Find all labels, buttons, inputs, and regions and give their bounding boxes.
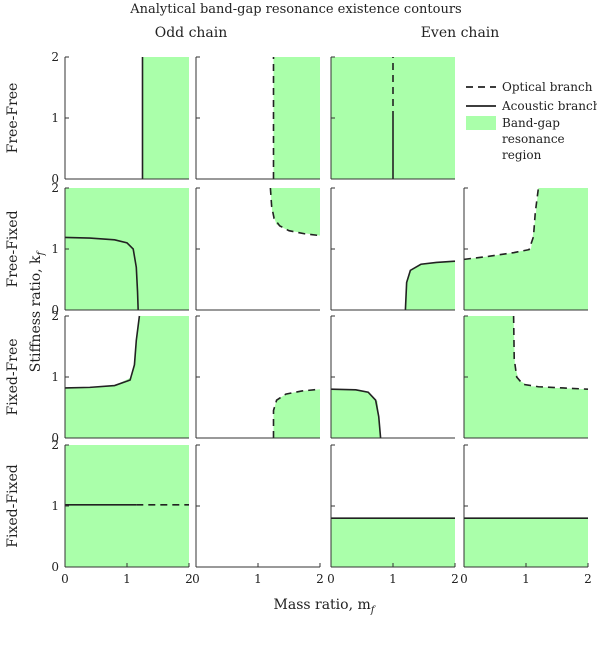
y-tick-label: 2 [51, 309, 59, 323]
acoustic-branch-curve [404, 260, 456, 311]
x-axis-label-subscript: f [370, 605, 377, 616]
optical-branch-curve [512, 315, 589, 390]
panel-r3-c1: 0 1 2 [192, 444, 324, 586]
column-header-even: Even chain [421, 25, 500, 41]
x-tick-label: 1 [254, 572, 262, 586]
band-gap-region [464, 518, 588, 567]
y-axis-label-text: Stiffness ratio, k [28, 255, 44, 372]
band-gap-region [464, 188, 588, 310]
x-tick-label: 1 [389, 572, 397, 586]
panel-r1-c3 [463, 187, 588, 311]
acoustic-branch-curve [330, 388, 382, 439]
panel-r2-c1 [195, 315, 321, 439]
legend-region-label-2: resonance [502, 132, 565, 146]
x-tick-label: 2 [451, 572, 459, 586]
panel-r0-c2 [330, 56, 455, 180]
y-tick-label: 1 [51, 111, 59, 125]
panel-r2-c2 [330, 315, 455, 439]
band-gap-region [464, 316, 588, 438]
x-tick-label: 0 [327, 572, 335, 586]
row-labels: Free-Free Free-Fixed Fixed-Free Fixed-Fixed [5, 83, 21, 548]
panel-r3-c2: 0 1 2 [327, 444, 459, 586]
panel-r2-c0: 0 1 2 [51, 309, 189, 445]
band-gap-region [65, 445, 189, 567]
y-tick-label: 1 [51, 242, 59, 256]
y-tick-label: 0 [51, 431, 59, 445]
band-gap-region [405, 261, 455, 310]
x-tick-label: 2 [584, 572, 592, 586]
x-tick-label: 1 [522, 572, 530, 586]
row-label: Fixed-Free [5, 338, 21, 415]
panel-r2-c3 [463, 315, 589, 439]
x-tick-label: 0 [192, 572, 200, 586]
x-tick-label: 0 [61, 572, 69, 586]
column-header-odd: Odd chain [155, 25, 228, 41]
band-gap-region [65, 316, 189, 438]
panel-r3-c0: 0 1 2 0 1 2 [51, 438, 192, 586]
acoustic-branch-curve [64, 236, 139, 311]
legend-acoustic-label: Acoustic branch [501, 99, 597, 113]
panel-r3-c3: 0 1 2 [460, 444, 592, 586]
band-gap-region [331, 389, 381, 438]
row-label: Free-Fixed [5, 210, 21, 287]
figure-title: Analytical band-gap resonance existence … [129, 2, 461, 17]
y-axis-label-subscript: f [36, 249, 47, 256]
band-gap-region [273, 389, 320, 438]
band-gap-region [142, 57, 189, 179]
panel-r1-c1 [195, 187, 321, 311]
optical-branch-curve [269, 187, 321, 237]
band-gap-region [65, 188, 189, 310]
y-tick-label: 2 [51, 181, 59, 195]
band-gap-region [273, 57, 320, 179]
x-tick-label: 0 [460, 572, 468, 586]
x-tick-label: 2 [185, 572, 193, 586]
legend-region-swatch [466, 116, 496, 130]
acoustic-branch-curve [64, 315, 141, 389]
panel-r1-c0: 0 1 2 [51, 181, 189, 317]
legend: Optical branch Acoustic branch Band-gap … [466, 80, 597, 162]
y-tick-label: 0 [51, 303, 59, 317]
legend-region-label-3: region [502, 148, 542, 162]
optical-branch-curve [463, 187, 540, 261]
y-tick-label: 1 [51, 499, 59, 513]
panel-r0-c0: 0 1 2 [51, 50, 189, 186]
row-label: Fixed-Fixed [5, 464, 21, 547]
y-tick-label: 2 [51, 438, 59, 452]
legend-region-label-1: Band-gap [502, 116, 560, 130]
legend-optical-label: Optical branch [502, 80, 593, 94]
y-tick-label: 0 [51, 560, 59, 574]
x-axis-label: Mass ratio, mf [274, 597, 377, 616]
x-tick-label: 1 [123, 572, 131, 586]
band-gap-region [331, 518, 455, 567]
x-axis-label-text: Mass ratio, m [274, 597, 371, 613]
x-tick-label: 2 [316, 572, 324, 586]
y-axis-label: Stiffness ratio, kf [28, 249, 47, 372]
row-label: Free-Free [5, 83, 21, 154]
y-tick-label: 0 [51, 172, 59, 186]
band-gap-region [270, 188, 320, 236]
y-tick-label: 1 [51, 370, 59, 384]
panel-r0-c1 [195, 56, 320, 180]
y-tick-label: 2 [51, 50, 59, 64]
panel-r1-c2 [330, 187, 456, 311]
